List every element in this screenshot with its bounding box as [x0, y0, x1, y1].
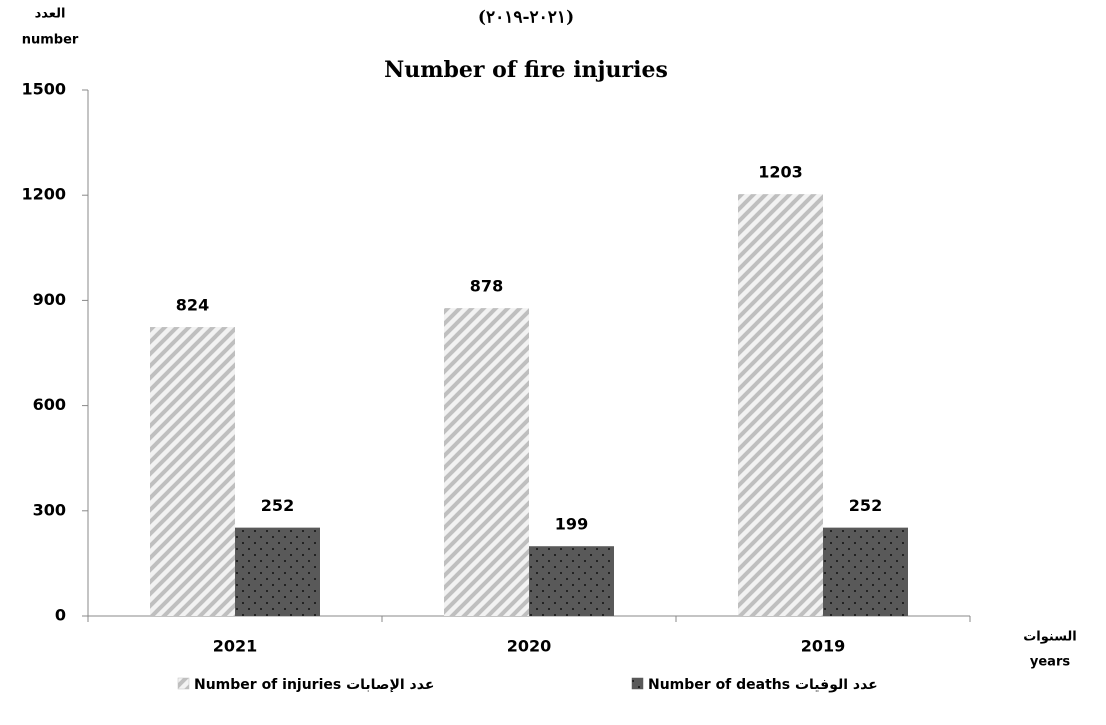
value-label: 878	[470, 277, 503, 296]
y-tick-label: 1200	[21, 185, 66, 204]
legend-label: Number of deaths عدد الوفيات	[648, 677, 878, 693]
x-tick-label: 2019	[801, 637, 846, 656]
value-label: 824	[176, 296, 209, 315]
y-tick-label: 300	[33, 500, 66, 519]
legend-swatch	[177, 677, 190, 690]
chart-subtitle: (٢٠٢١-٢٠١٩)	[478, 8, 574, 28]
x-tick-label: 2020	[507, 637, 552, 656]
legend-label: Number of injuries عدد الإصابات	[194, 677, 434, 693]
bar	[150, 327, 235, 616]
value-label: 252	[849, 496, 882, 515]
y-axis-label: number	[22, 33, 79, 48]
y-tick-label: 0	[55, 606, 66, 625]
x-axis-label: years	[1030, 655, 1070, 670]
x-tick-label: 2021	[213, 637, 258, 656]
value-label: 1203	[758, 163, 803, 182]
bar	[738, 194, 823, 616]
chart-title: Number of fire injuries	[384, 57, 668, 83]
bar	[529, 546, 614, 616]
y-tick-label: 900	[33, 290, 66, 309]
value-label: 252	[261, 496, 294, 515]
bar	[235, 527, 320, 616]
y-axis-label: العدد	[35, 7, 66, 22]
legend-swatch	[631, 677, 644, 690]
y-tick-label: 600	[33, 395, 66, 414]
value-label: 199	[555, 515, 588, 534]
bar	[823, 527, 908, 616]
y-tick-label: 1500	[21, 80, 66, 99]
x-axis-label: السنوات	[1023, 630, 1077, 645]
bar	[444, 308, 529, 616]
